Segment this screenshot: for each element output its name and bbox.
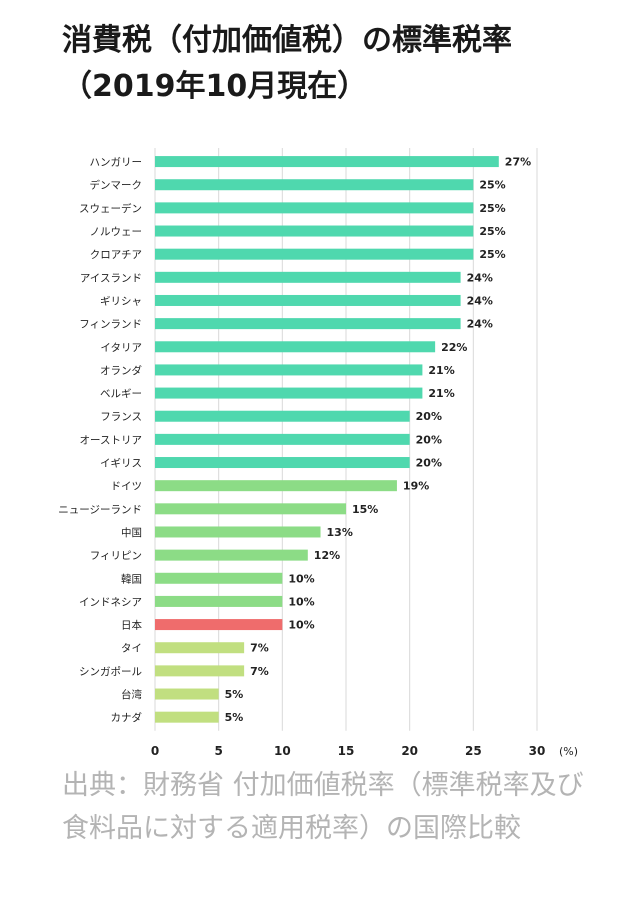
category-label: イタリア [100,342,142,354]
value-label: 7% [250,665,269,678]
x-axis-label: (%) [559,745,578,758]
bar-chart: ハンガリー 27% デンマーク 25% スウェーデン 25% ノルウェー 25% クロアチア 25… [58,148,578,758]
category-label: イギリス [100,458,142,470]
x-tick-label: 30 [529,744,546,758]
value-label: 22% [441,341,467,354]
category-label: ニュージーランド [58,504,142,516]
value-label: 12% [314,549,340,562]
x-tick-label: 20 [401,744,418,758]
value-label: 20% [416,410,442,423]
bar [155,225,474,237]
category-label: 中国 [121,526,142,539]
category-label: フィンランド [79,319,142,331]
bar [155,364,423,376]
value-label: 25% [479,248,505,261]
bar [155,549,308,561]
bar [155,711,219,723]
value-label: 20% [416,457,442,470]
category-label: オランダ [100,364,142,377]
category-label: 韓国 [121,573,142,585]
bar [155,642,245,654]
value-label: 25% [479,179,505,192]
category-label: ベルギー [100,388,142,400]
value-label: 10% [288,619,314,632]
value-label: 19% [403,480,429,493]
bar [155,433,410,445]
title-line-1: 消費税（付加価値税）の標準税率 [62,23,512,58]
value-label: 7% [250,642,269,655]
value-label: 10% [288,595,314,608]
bar [155,595,283,607]
category-label: ノルウェー [90,226,143,238]
category-label: ドイツ [111,481,143,493]
category-label: カナダ [111,711,143,724]
bar [155,572,283,584]
value-label: 21% [428,364,454,377]
category-label: ハンガリー [90,157,143,169]
bar [155,410,410,422]
value-label: 27% [505,156,531,169]
category-label: フィリピン [90,550,142,562]
category-label: オーストリア [80,434,142,446]
source-note: 出典：財務省 付加価値税率（標準税率及び食料品に対する適用税率）の国際比較 [62,770,584,844]
category-label: フランス [100,411,142,423]
value-label: 25% [479,225,505,238]
category-label: ギリシャ [100,295,142,307]
bar [155,619,283,631]
bar [155,503,346,515]
x-tick-label: 5 [214,744,222,758]
bar [155,526,321,538]
title-line-2: （2019年10月現在） [62,69,368,104]
category-label: スウェーデン [79,202,142,215]
bar [155,387,423,399]
bar [155,318,461,330]
value-label: 24% [467,318,493,331]
value-label: 20% [416,433,442,446]
x-tick-label: 0 [151,744,159,758]
bar [155,480,397,492]
category-label: インドネシア [79,596,142,608]
value-label: 24% [467,294,493,307]
x-tick-label: 15 [338,744,355,758]
value-label: 15% [352,503,378,516]
bar [155,665,245,677]
x-tick-label: 10 [274,744,291,758]
bar [155,271,461,283]
category-label: タイ [121,643,142,655]
category-label: 台湾 [121,688,142,701]
value-label: 5% [225,688,244,701]
bar [155,341,436,353]
page-title: 消費税（付加価値税）の標準税率 （2019年10月現在） [62,18,622,110]
bar [155,202,474,214]
category-label: シンガポール [79,666,142,678]
category-label: 日本 [121,619,142,632]
x-tick-label: 25 [465,744,482,758]
value-label: 24% [467,271,493,284]
bar [155,179,474,191]
bar [155,457,410,469]
value-label: 10% [288,572,314,585]
value-label: 5% [225,711,244,724]
value-label: 13% [327,526,353,539]
category-label: クロアチア [90,249,142,261]
bar [155,294,461,306]
category-label: アイスランド [80,272,142,284]
value-label: 25% [479,202,505,215]
bar [155,688,219,700]
bar [155,156,499,168]
bar [155,248,474,260]
category-label: デンマーク [90,179,143,192]
value-label: 21% [428,387,454,400]
